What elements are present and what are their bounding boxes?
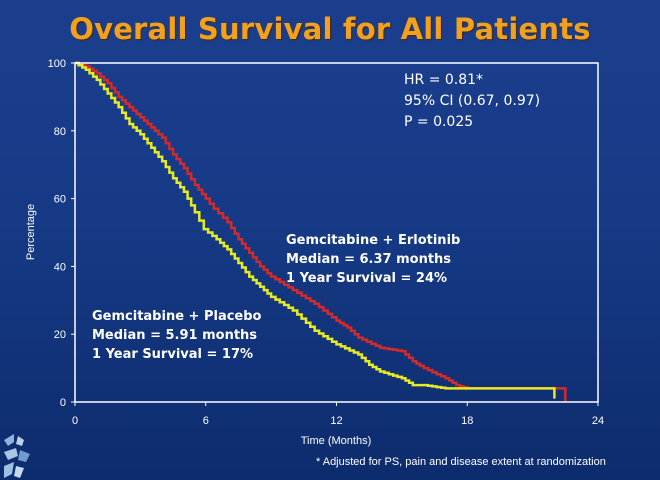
stats-annotation: HR = 0.81* 95% CI (0.67, 0.97) P = 0.025 xyxy=(404,72,540,130)
hazard-ratio-text: HR = 0.81* xyxy=(404,72,483,88)
y-tick-label: 40 xyxy=(54,261,66,273)
x-tick-label: 6 xyxy=(203,415,209,427)
confidence-interval-text: 95% CI (0.67, 0.97) xyxy=(404,93,540,109)
x-axis-label: Time (Months) xyxy=(301,435,372,447)
erlotinib-one-year: 1 Year Survival = 24% xyxy=(286,271,447,286)
y-tick-label: 100 xyxy=(48,58,66,70)
x-tick-label: 12 xyxy=(330,415,342,427)
y-tick-label: 60 xyxy=(54,194,66,206)
erlotinib-survival-curve xyxy=(75,61,567,402)
x-tick-label: 0 xyxy=(72,415,78,427)
erlotinib-median: Median = 6.37 months xyxy=(286,252,451,267)
placebo-label: Gemcitabine + Placebo xyxy=(92,309,262,324)
chart-title: Overall Survival for All Patients xyxy=(69,12,591,46)
x-tick-label: 24 xyxy=(592,415,604,427)
footnote: * Adjusted for PS, pain and disease exte… xyxy=(316,456,606,468)
x-tick-label: 18 xyxy=(461,415,473,427)
p-value-text: P = 0.025 xyxy=(404,114,473,130)
placebo-survival-curve xyxy=(75,61,556,399)
y-tick-label: 80 xyxy=(54,126,66,138)
erlotinib-label: Gemcitabine + Erlotinib xyxy=(286,233,460,248)
placebo-median: Median = 5.91 months xyxy=(92,328,257,343)
institution-logo-icon xyxy=(4,434,30,478)
erlotinib-annotation: Gemcitabine + Erlotinib Median = 6.37 mo… xyxy=(286,233,460,286)
y-tick-label: 0 xyxy=(60,397,66,409)
y-tick-label: 20 xyxy=(54,329,66,341)
y-axis-label: Percentage xyxy=(25,204,37,260)
placebo-annotation: Gemcitabine + Placebo Median = 5.91 mont… xyxy=(92,309,262,362)
placebo-one-year: 1 Year Survival = 17% xyxy=(92,347,253,362)
